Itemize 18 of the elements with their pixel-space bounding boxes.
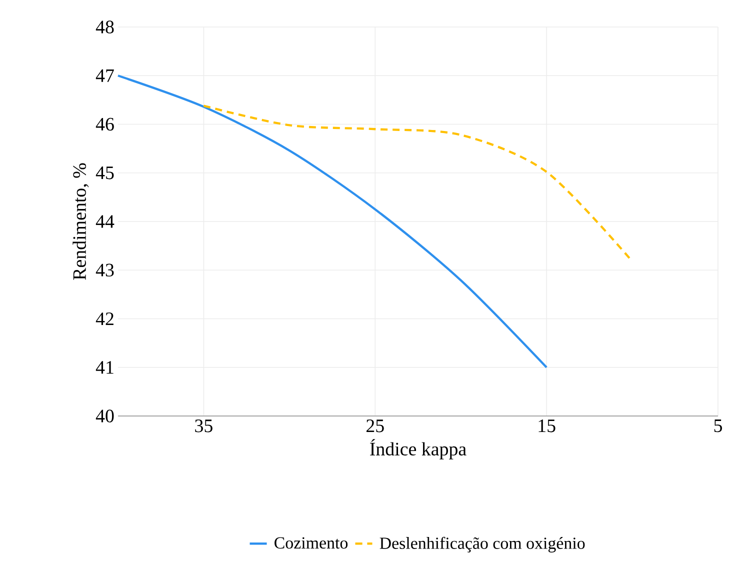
- y-tick-label: 48: [96, 20, 114, 34]
- legend-label: Cozimento: [274, 537, 348, 549]
- y-axis-title: Rendimento, %: [72, 163, 89, 280]
- y-tick-label: 42: [96, 312, 114, 326]
- y-tick-label: 46: [96, 118, 114, 131]
- legend-label: Deslenhificação com oxigénio: [380, 536, 585, 552]
- y-tick-label: 47: [96, 69, 114, 82]
- y-tick-label: 43: [96, 264, 114, 276]
- x-tick-label: 35: [195, 420, 212, 432]
- x-tick-label: 5: [714, 420, 722, 432]
- y-tick-label: 40: [96, 410, 114, 422]
- y-tick-label: 45: [96, 166, 114, 180]
- x-tick-label: 25: [366, 420, 384, 432]
- y-tick-label: 44: [96, 215, 114, 228]
- line-series: [116, 74, 548, 368]
- x-axis-title: Índice kappa: [370, 439, 466, 460]
- x-tick-label: 15: [538, 420, 556, 432]
- y-tick-label: 41: [96, 361, 114, 374]
